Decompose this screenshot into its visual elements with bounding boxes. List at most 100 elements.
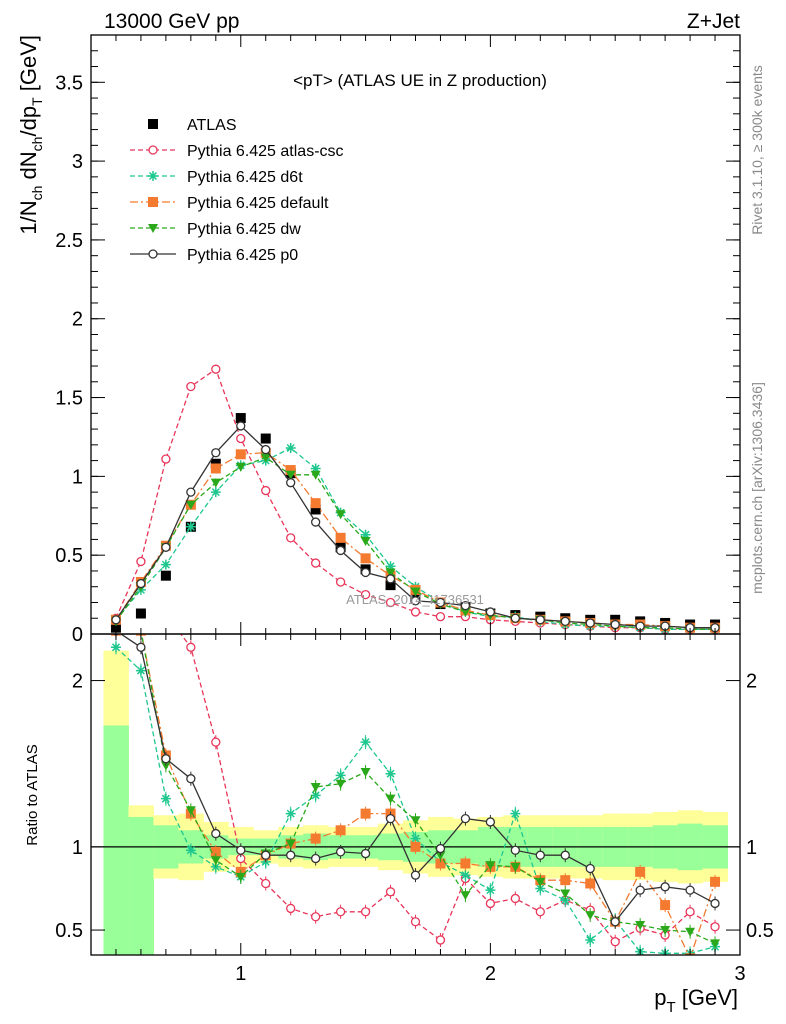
ratio-point-pythia-6-425-dw [210, 856, 221, 866]
main-point-pythia-6-425-p0 [211, 448, 221, 458]
ratio-series-pythia-6-425-dw [115, 634, 721, 951]
main-point-pythia-6-425-p0 [460, 600, 471, 611]
x-axis-label-sub: T [666, 999, 675, 1016]
ratio-point-pythia-6-425-default [410, 841, 421, 852]
ratio-series-line-pythia-6-425-d6t [115, 646, 716, 954]
ratio-point-pythia-6-425-p0 [385, 813, 396, 824]
ratio-point-pythia-6-425-atlas-csc [710, 922, 720, 932]
main-point-atlas [235, 413, 246, 424]
ratio-y-tick-label: 0.5 [55, 920, 83, 942]
ratio-point-pythia-6-425-dw [310, 783, 321, 793]
ratio-point-pythia-6-425-default [310, 833, 321, 844]
ratio-point-pythia-6-425-atlas-csc [535, 907, 545, 917]
ratio-point-pythia-6-425-p0 [410, 870, 421, 880]
ratio-x-tick-label: 2 [485, 963, 496, 985]
main-y-tick-label: 0 [72, 624, 83, 646]
ratio-point-pythia-6-425-dw [235, 872, 246, 882]
main-point-pythia-6-425-dw [460, 607, 471, 617]
main-point-pythia-6-425-dw [360, 536, 371, 546]
ratio-point-pythia-6-425-dw [685, 927, 696, 937]
ratio-point-pythia-6-425-default [635, 866, 646, 877]
main-panel: 00.511.522.533.51/Nch dNch/dpT [GeV] [16, 34, 741, 646]
main-y-tick-label: 1 [72, 466, 83, 488]
main-point-pythia-6-425-p0 [236, 421, 246, 431]
ratio-point-pythia-6-425-dw [635, 921, 646, 931]
ratio-series-pythia-6-425-atlas-csc [180, 634, 720, 949]
ratio-point-pythia-6-425-p0 [261, 850, 271, 860]
ratio-series-line-pythia-6-425-atlas-csc [180, 634, 716, 943]
ratio-point-pythia-6-425-d6t [485, 885, 496, 896]
main-point-pythia-6-425-p0 [410, 596, 421, 606]
ratio-point-pythia-6-425-p0 [610, 917, 620, 927]
ratio-x-tick-label: 1 [235, 963, 246, 985]
ratio-point-pythia-6-425-default [360, 808, 371, 819]
main-point-pythia-6-425-p0 [385, 574, 396, 584]
ratio-point-pythia-6-425-p0 [510, 845, 520, 855]
main-point-pythia-6-425-dw [260, 453, 271, 463]
ratio-frame [90, 633, 741, 956]
main-point-pythia-6-425-p0 [261, 444, 271, 455]
main-point-pythia-6-425-p0 [111, 615, 121, 625]
legend-label-atlas: ATLAS [187, 117, 237, 134]
ratio-y-tick-label: 2 [72, 671, 83, 693]
x-axis-label-p: p [654, 985, 666, 1010]
ratio-point-pythia-6-425-p0 [136, 642, 146, 652]
ratio-point-pythia-6-425-d6t [185, 845, 196, 856]
ratio-point-pythia-6-425-atlas-csc [385, 887, 396, 897]
main-point-pythia-6-425-p0 [485, 607, 496, 617]
main-point-pythia-6-425-atlas-csc [385, 597, 396, 608]
ratio-point-pythia-6-425-default [460, 858, 471, 869]
main-y-tick-label: 3 [72, 151, 83, 173]
ratio-point-pythia-6-425-dw [710, 939, 721, 949]
legend-label-pythia-6-425-d6t: Pythia 6.425 d6t [187, 169, 303, 186]
watermark: ATLAS_2014_I1736531 [346, 592, 484, 607]
main-series-pythia-6-425-p0 [111, 421, 720, 633]
main-point-pythia-6-425-dw [210, 478, 221, 488]
main-point-pythia-6-425-dw [310, 470, 321, 480]
main-y-tick-label: 3.5 [55, 72, 83, 94]
ratio-point-pythia-6-425-dw [460, 891, 471, 901]
ratio-point-pythia-6-425-d6t [285, 808, 296, 819]
ratio-point-pythia-6-425-dw [160, 761, 171, 771]
ratio-point-pythia-6-425-dw [435, 851, 446, 861]
legend-marker-atlas [148, 119, 158, 129]
ratio-point-pythia-6-425-p0 [211, 828, 221, 839]
ratio-point-pythia-6-425-atlas-csc [435, 935, 446, 945]
ratio-point-pythia-6-425-p0 [710, 898, 720, 909]
main-point-pythia-6-425-p0 [161, 542, 171, 552]
ratio-point-pythia-6-425-atlas-csc [685, 907, 695, 917]
ratio-point-pythia-6-425-d6t [585, 935, 596, 946]
header-right: Z+Jet [687, 10, 740, 33]
main-point-pythia-6-425-atlas-csc [211, 364, 221, 374]
main-point-pythia-6-425-default [235, 449, 246, 460]
legend-marker-pythia-6-425-atlas-csc [148, 145, 158, 155]
main-point-pythia-6-425-atlas-csc [311, 558, 321, 568]
ratio-plot-area [91, 634, 740, 955]
band-stat-1 [128, 816, 154, 955]
ratio-point-pythia-6-425-d6t [110, 642, 121, 653]
ratio-point-pythia-6-425-d6t [160, 793, 171, 804]
x-axis-label: pT [GeV] [654, 985, 738, 1016]
main-point-pythia-6-425-dw [185, 500, 196, 510]
main-point-pythia-6-425-atlas-csc [360, 589, 371, 600]
header-left: 13000 GeV pp [104, 10, 239, 33]
main-point-pythia-6-425-dw [235, 462, 246, 472]
y-axis-label-part: /dp [16, 106, 41, 137]
ratio-point-pythia-6-425-default [435, 858, 446, 869]
main-point-pythia-6-425-p0 [136, 578, 146, 589]
legend-label-pythia-6-425-default: Pythia 6.425 default [187, 195, 329, 212]
main-point-pythia-6-425-d6t [385, 561, 396, 572]
y-axis-label-part: T [29, 97, 45, 106]
ratio-point-pythia-6-425-dw [385, 794, 396, 804]
legend: ATLAS Pythia 6.425 atlas-csc Pythia 6.425 … [130, 117, 344, 264]
ratio-point-pythia-6-425-dw [560, 889, 571, 899]
main-point-pythia-6-425-atlas-csc [236, 433, 246, 444]
main-point-pythia-6-425-p0 [560, 616, 570, 627]
ratio-point-pythia-6-425-default [210, 846, 221, 857]
main-y-tick-label: 0.5 [55, 545, 83, 567]
ratio-point-pythia-6-425-p0 [685, 885, 695, 895]
ratio-point-pythia-6-425-atlas-csc [610, 937, 620, 947]
main-y-tick-label: 2 [72, 309, 83, 331]
ratio-point-pythia-6-425-p0 [535, 850, 545, 860]
